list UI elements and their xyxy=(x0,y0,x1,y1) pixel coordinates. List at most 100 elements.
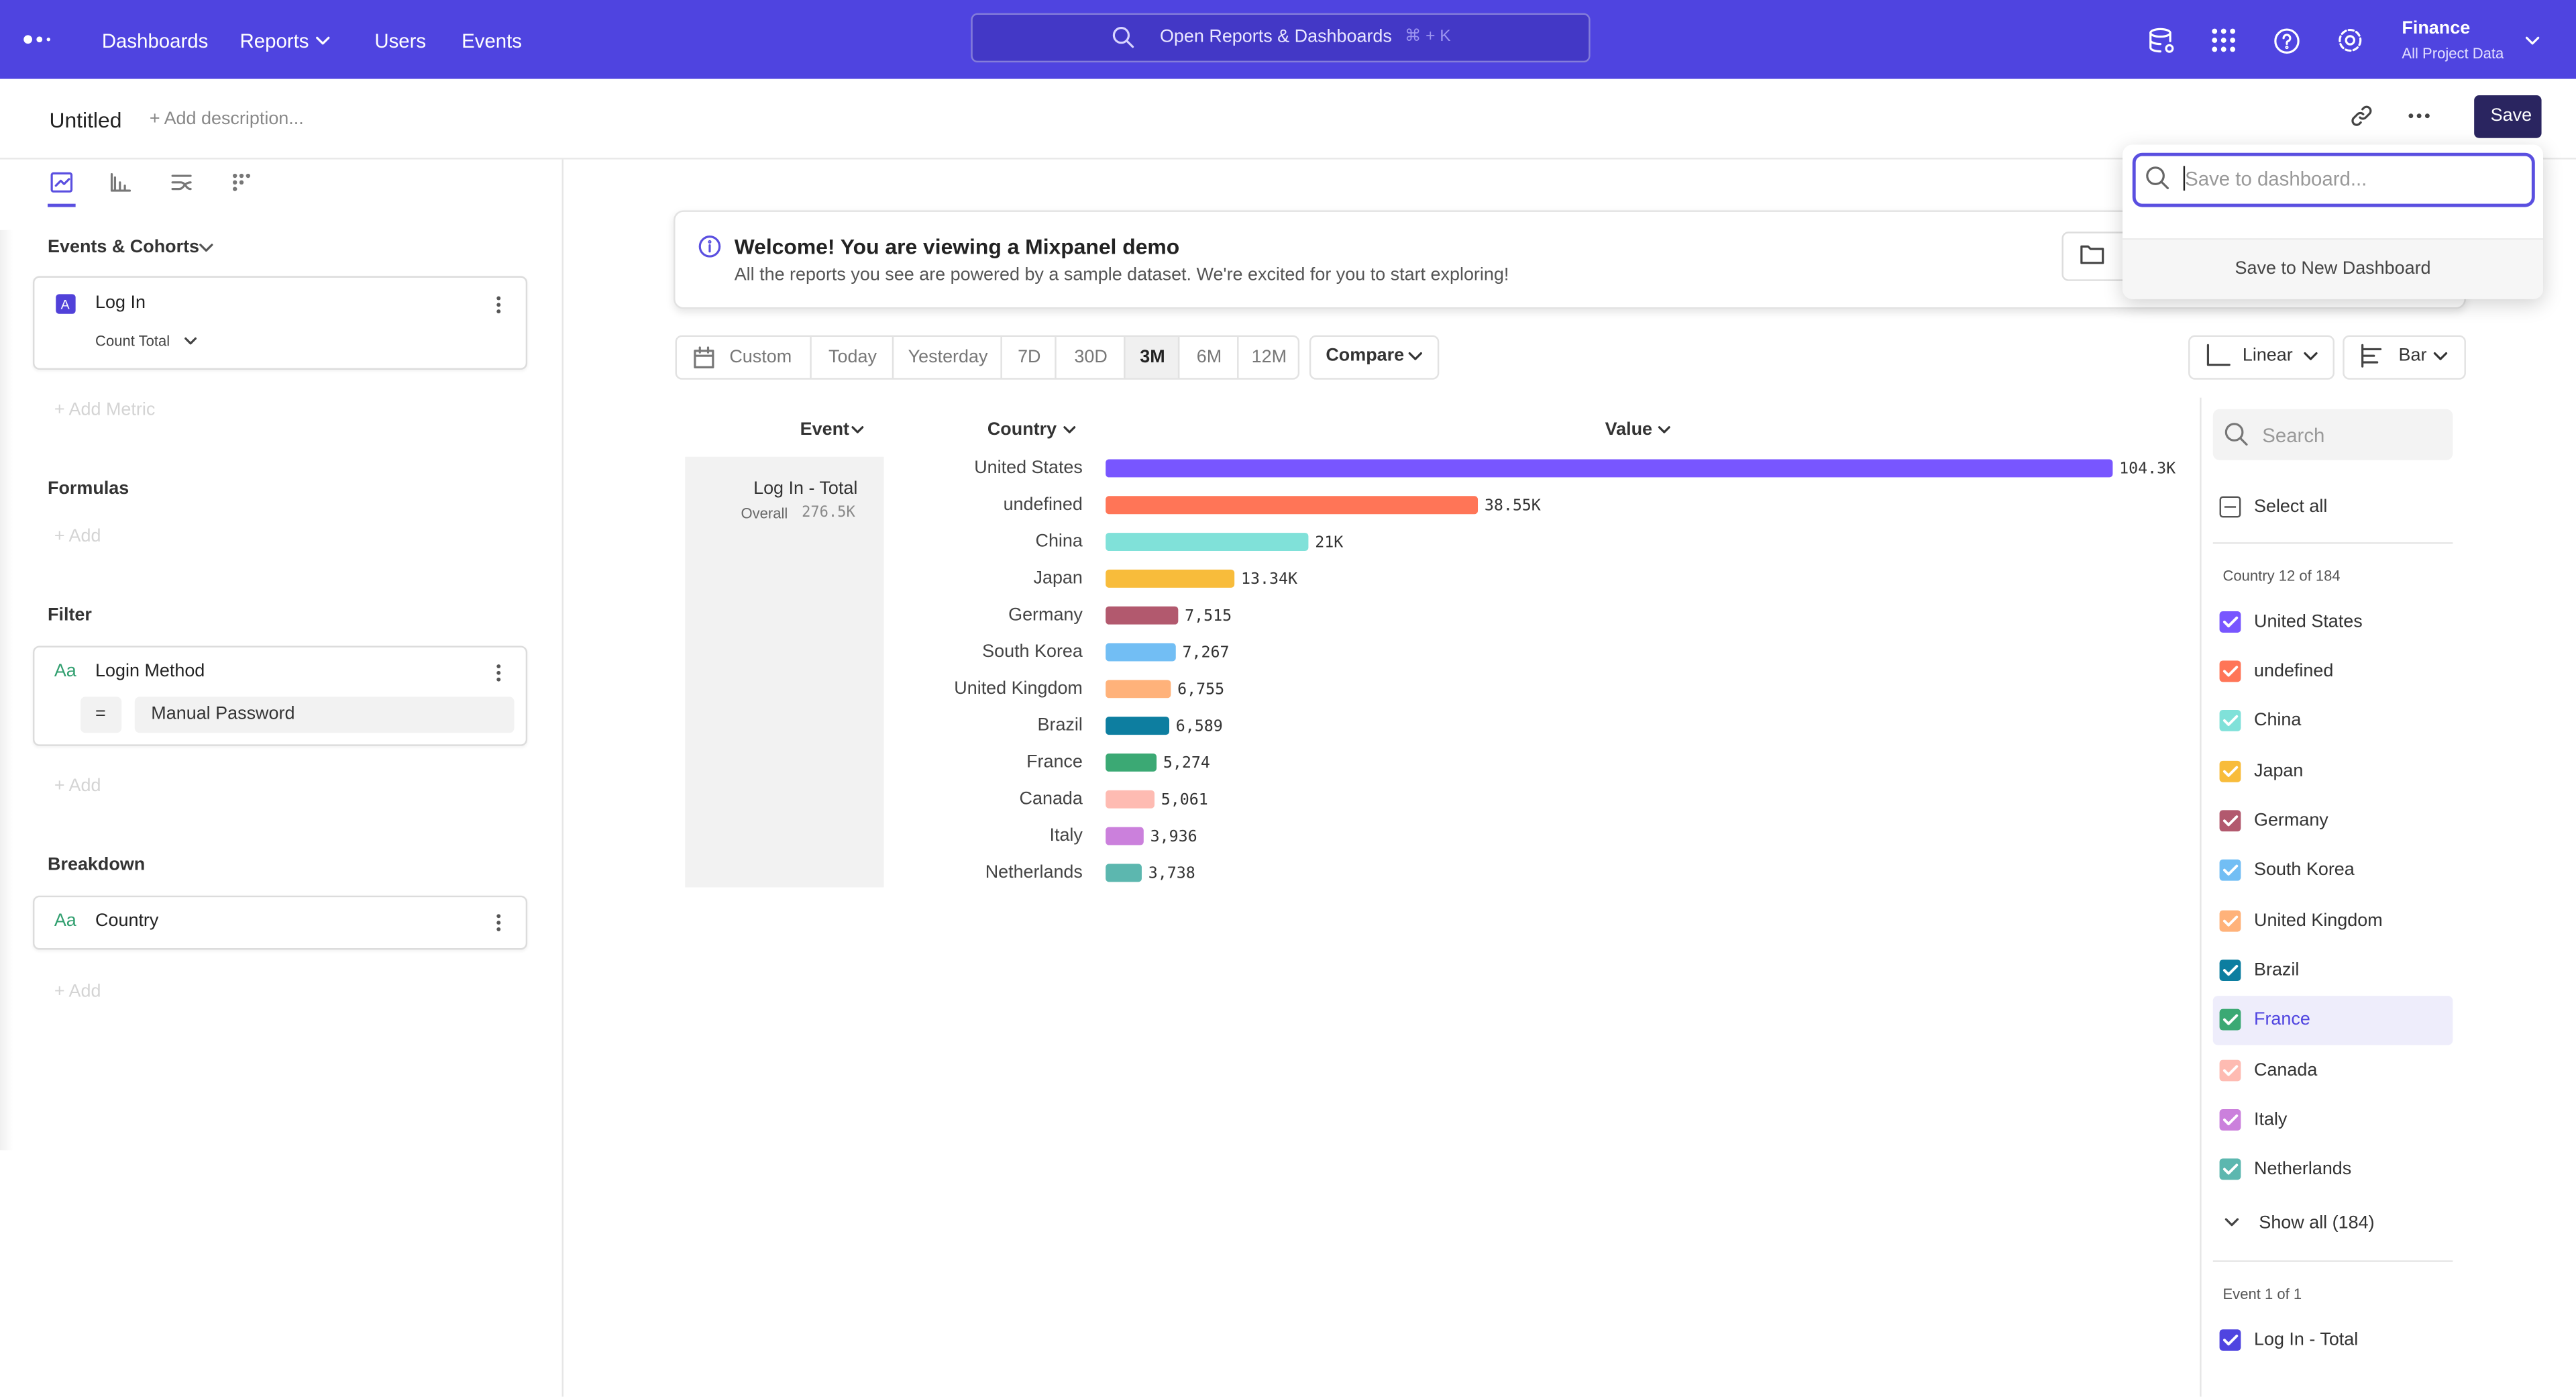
add-formula[interactable]: + Add xyxy=(54,526,101,547)
legend-item[interactable]: Brazil xyxy=(2254,960,2300,980)
scale-button[interactable] xyxy=(2188,335,2335,380)
select-all-checkbox[interactable] xyxy=(2219,496,2241,518)
value-box[interactable] xyxy=(134,696,515,733)
bar[interactable] xyxy=(1106,717,1170,735)
nav-link[interactable]: Users xyxy=(374,30,427,53)
chart-type-button[interactable] xyxy=(2343,335,2466,380)
legend-checkbox[interactable] xyxy=(2219,760,2241,782)
breakdown-property[interactable]: Country xyxy=(95,911,159,931)
legend-checkbox[interactable] xyxy=(2219,610,2241,632)
bar[interactable] xyxy=(1106,680,1171,698)
range-label[interactable]: 6M xyxy=(1196,347,1222,368)
more-icon[interactable] xyxy=(2408,113,2430,119)
legend-item[interactable]: Germany xyxy=(2254,811,2328,831)
bar[interactable] xyxy=(1106,496,1479,515)
legend-checkbox[interactable] xyxy=(2219,660,2241,682)
nav-link[interactable]: Dashboards xyxy=(101,30,209,53)
legend-item[interactable]: South Korea xyxy=(2254,860,2355,881)
legend-item[interactable]: Canada xyxy=(2254,1060,2318,1080)
legend-checkbox[interactable] xyxy=(2219,860,2241,882)
compare-button[interactable] xyxy=(1309,335,1440,380)
settings-icon[interactable] xyxy=(2336,26,2364,54)
legend-checkbox[interactable] xyxy=(2219,710,2241,732)
range-label[interactable]: Yesterday xyxy=(908,347,988,368)
bar[interactable] xyxy=(1106,459,2113,478)
range-option[interactable]: Today xyxy=(810,337,894,378)
metric-name[interactable]: Log In xyxy=(95,293,146,313)
bar[interactable] xyxy=(1106,606,1179,625)
legend-checkbox[interactable] xyxy=(2219,960,2241,982)
logo[interactable] xyxy=(23,33,56,46)
scale-label[interactable]: Linear xyxy=(2242,346,2293,366)
search-box[interactable] xyxy=(971,13,1591,63)
column-header[interactable]: Country xyxy=(987,419,1057,440)
legend-item[interactable]: undefined xyxy=(2254,661,2334,681)
help-icon[interactable] xyxy=(2273,28,2300,54)
nav-link[interactable]: Events xyxy=(462,30,523,53)
legend-item[interactable]: United States xyxy=(2254,611,2363,631)
legend-item[interactable]: Netherlands xyxy=(2254,1159,2352,1180)
range-label[interactable]: 7D xyxy=(1018,347,1041,368)
legend-checkbox[interactable] xyxy=(2219,909,2241,931)
section-heading[interactable]: Events & Cohorts xyxy=(48,237,200,258)
range-option[interactable]: 7D xyxy=(1000,337,1056,378)
compare-label[interactable]: Compare xyxy=(1326,346,1405,366)
legend-checkbox[interactable] xyxy=(2219,1059,2241,1081)
column-header[interactable]: Value xyxy=(1605,419,1653,440)
data-icon[interactable] xyxy=(2149,28,2175,54)
legend-item[interactable]: United Kingdom xyxy=(2254,911,2383,931)
breakdown-card[interactable] xyxy=(32,895,528,950)
report-title[interactable]: Untitled xyxy=(49,107,122,133)
add-metric[interactable]: + Add Metric xyxy=(54,400,156,420)
bar[interactable] xyxy=(1106,643,1176,662)
insights-tab[interactable] xyxy=(50,172,73,193)
flows-tab[interactable] xyxy=(171,172,193,192)
range-label[interactable]: 3M xyxy=(1140,347,1165,368)
legend-checkbox[interactable] xyxy=(2219,1009,2241,1031)
popup-footer[interactable] xyxy=(2123,238,2544,299)
kebab-icon[interactable] xyxy=(496,914,501,932)
legend-item[interactable]: China xyxy=(2254,711,2302,731)
bar[interactable] xyxy=(1106,864,1142,882)
bar[interactable] xyxy=(1106,569,1235,588)
legend-checkbox[interactable] xyxy=(2219,1109,2241,1131)
funnels-tab[interactable] xyxy=(110,172,131,192)
report-description[interactable]: + Add description... xyxy=(149,109,304,130)
apps-icon[interactable] xyxy=(2211,28,2236,53)
range-label[interactable]: Custom xyxy=(729,347,792,368)
range-option[interactable]: 12M xyxy=(1237,337,1299,378)
legend-checkbox[interactable] xyxy=(2219,1159,2241,1181)
range-option[interactable]: 3M xyxy=(1124,337,1180,378)
show-all[interactable]: Show all (184) xyxy=(2259,1213,2375,1233)
select-all[interactable]: Select all xyxy=(2254,497,2328,517)
kebab-icon[interactable] xyxy=(496,664,501,682)
chart-type-label[interactable]: Bar xyxy=(2398,346,2427,366)
metric-measure[interactable]: Count Total xyxy=(95,332,170,350)
range-label[interactable]: 30D xyxy=(1074,347,1108,368)
range-option[interactable]: Yesterday xyxy=(892,337,1002,378)
legend-item[interactable]: Italy xyxy=(2254,1110,2288,1130)
add-filter[interactable]: + Add xyxy=(54,776,101,796)
range-option[interactable]: 6M xyxy=(1177,337,1239,378)
kebab-icon[interactable] xyxy=(496,296,501,314)
event-checkbox[interactable] xyxy=(2219,1329,2241,1351)
project-name[interactable]: Finance xyxy=(2402,19,2471,39)
operator-box[interactable] xyxy=(80,696,122,733)
save-button[interactable] xyxy=(2474,95,2542,138)
legend-item[interactable]: Japan xyxy=(2254,761,2304,781)
event-legend-item[interactable]: Log In - Total xyxy=(2254,1330,2359,1350)
legend-item[interactable]: France xyxy=(2254,1010,2310,1031)
filter-property[interactable]: Login Method xyxy=(95,661,205,682)
save-new-dashboard[interactable]: Save to New Dashboard xyxy=(2235,258,2431,279)
legend-search[interactable] xyxy=(2212,409,2453,460)
add-breakdown[interactable]: + Add xyxy=(54,982,101,1002)
link-icon[interactable] xyxy=(2351,105,2372,127)
bar[interactable] xyxy=(1106,790,1155,809)
retention-tab[interactable] xyxy=(231,172,253,192)
nav-link[interactable]: Reports xyxy=(239,30,309,53)
legend-checkbox[interactable] xyxy=(2219,810,2241,832)
range-label[interactable]: 12M xyxy=(1251,347,1287,368)
range-option[interactable]: 30D xyxy=(1055,337,1125,378)
range-label[interactable]: Today xyxy=(828,347,877,368)
bar[interactable] xyxy=(1106,827,1144,845)
